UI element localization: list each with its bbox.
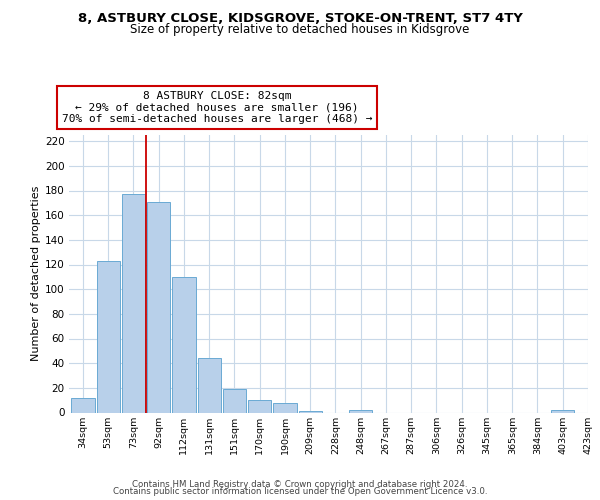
Text: Contains public sector information licensed under the Open Government Licence v3: Contains public sector information licen… <box>113 488 487 496</box>
Bar <box>71 398 95 412</box>
Bar <box>349 410 373 412</box>
Bar <box>551 410 574 412</box>
Bar <box>172 277 196 412</box>
Bar <box>122 194 145 412</box>
Text: Contains HM Land Registry data © Crown copyright and database right 2024.: Contains HM Land Registry data © Crown c… <box>132 480 468 489</box>
Bar <box>147 202 170 412</box>
Y-axis label: Number of detached properties: Number of detached properties <box>31 186 41 362</box>
Text: 8, ASTBURY CLOSE, KIDSGROVE, STOKE-ON-TRENT, ST7 4TY: 8, ASTBURY CLOSE, KIDSGROVE, STOKE-ON-TR… <box>77 12 523 26</box>
Bar <box>223 389 246 412</box>
Text: 8 ASTBURY CLOSE: 82sqm
← 29% of detached houses are smaller (196)
70% of semi-de: 8 ASTBURY CLOSE: 82sqm ← 29% of detached… <box>62 90 372 124</box>
Bar <box>248 400 271 412</box>
Bar <box>274 402 296 412</box>
Text: Size of property relative to detached houses in Kidsgrove: Size of property relative to detached ho… <box>130 22 470 36</box>
Bar <box>97 261 120 412</box>
Bar <box>197 358 221 412</box>
